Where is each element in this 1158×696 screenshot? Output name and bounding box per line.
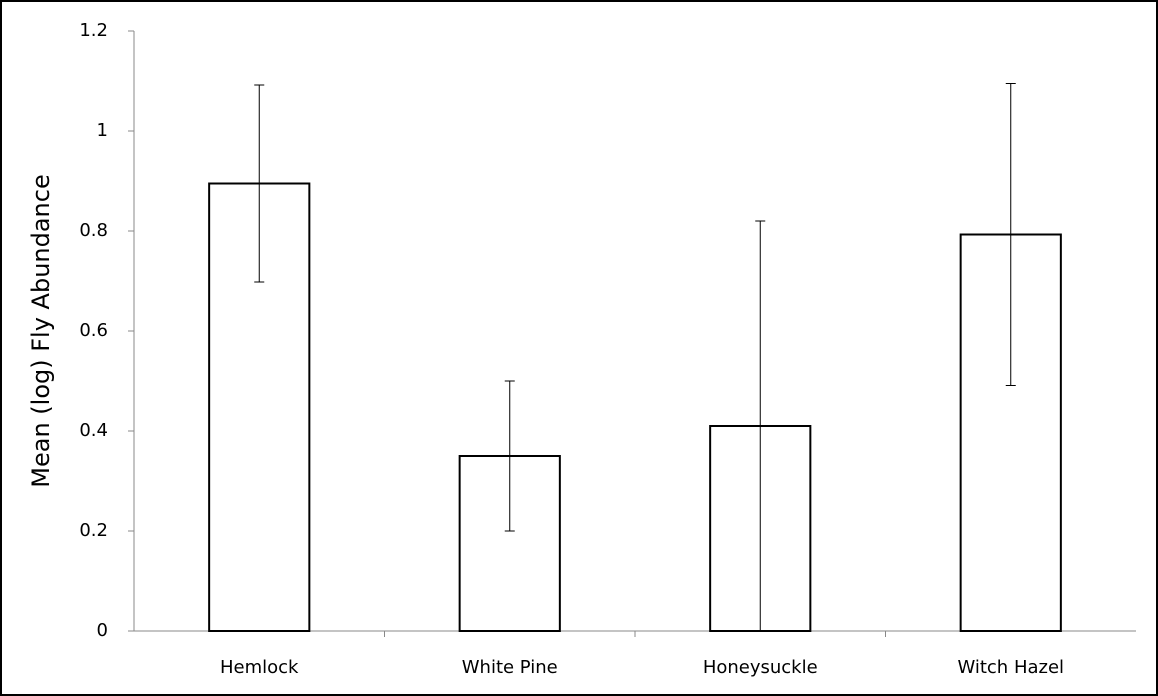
x-tick-label: Hemlock — [220, 657, 299, 678]
y-tick-label: 0.4 — [79, 420, 108, 441]
y-tick-label: 0 — [97, 620, 108, 641]
y-tick-label: 0.6 — [79, 320, 108, 341]
y-tick-label: 1 — [97, 120, 108, 141]
x-tick-label: White Pine — [462, 657, 558, 678]
x-tick-label: Honeysuckle — [703, 657, 818, 678]
y-tick-label: 1.2 — [79, 20, 108, 41]
x-tick-label: Witch Hazel — [957, 657, 1064, 678]
y-tick-label: 0.2 — [79, 520, 108, 541]
y-axis-label: Mean (log) Fly Abundance — [27, 174, 55, 487]
y-tick-label: 0.8 — [79, 220, 108, 241]
